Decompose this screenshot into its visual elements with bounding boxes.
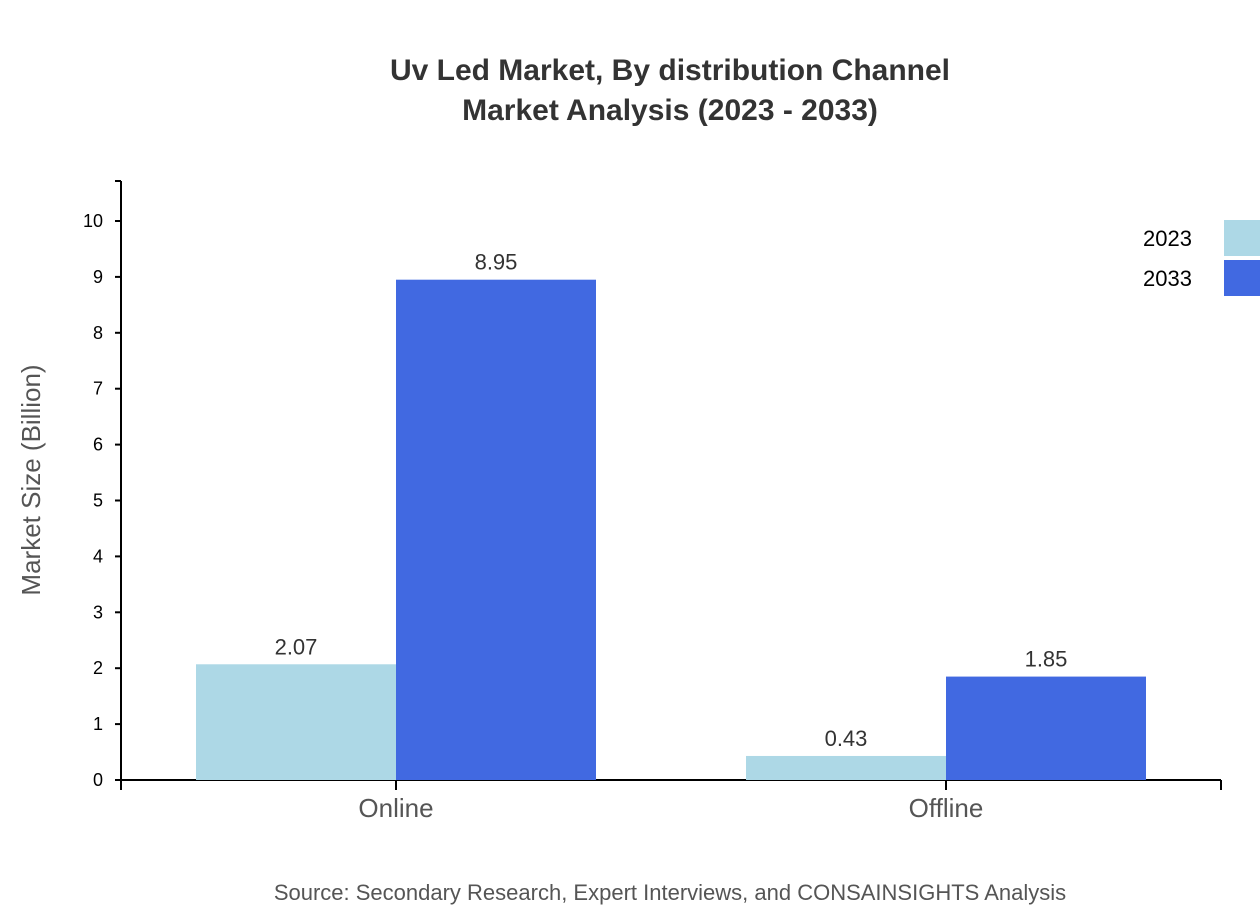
y-tick-label: 9	[93, 267, 103, 287]
x-tick-label: Offline	[909, 793, 984, 823]
data-label: 1.85	[1025, 647, 1068, 672]
legend-swatch-2033	[1224, 260, 1260, 296]
bar-2033-offline	[946, 676, 1146, 780]
chart-title-line-1: Uv Led Market, By distribution Channel	[390, 54, 950, 87]
bar-2033-online	[396, 279, 596, 780]
y-tick-label: 1	[93, 714, 103, 734]
y-axis-label: Market Size (Billion)	[16, 364, 46, 595]
data-label: 0.43	[825, 726, 868, 751]
bar-2023-offline	[746, 755, 946, 780]
y-tick-label: 3	[93, 602, 103, 622]
y-tick-label: 4	[93, 546, 103, 566]
y-tick-label: 0	[93, 770, 103, 790]
y-tick-label: 7	[93, 379, 103, 399]
y-tick-label: 2	[93, 658, 103, 678]
source-note: Source: Secondary Research, Expert Inter…	[274, 880, 1066, 905]
legend-swatch-2023	[1224, 220, 1260, 256]
bar-2023-online	[196, 664, 396, 780]
y-tick-label: 6	[93, 435, 103, 455]
legend-label: 2023	[1143, 226, 1192, 251]
chart-title-line-2: Market Analysis (2023 - 2033)	[462, 94, 878, 127]
data-label: 2.07	[275, 634, 318, 659]
y-tick-label: 8	[93, 323, 103, 343]
y-tick-label: 10	[83, 211, 103, 231]
x-tick-label: Online	[358, 793, 433, 823]
legend-label: 2033	[1143, 266, 1192, 291]
data-label: 8.95	[475, 250, 518, 275]
y-tick-label: 5	[93, 491, 103, 511]
